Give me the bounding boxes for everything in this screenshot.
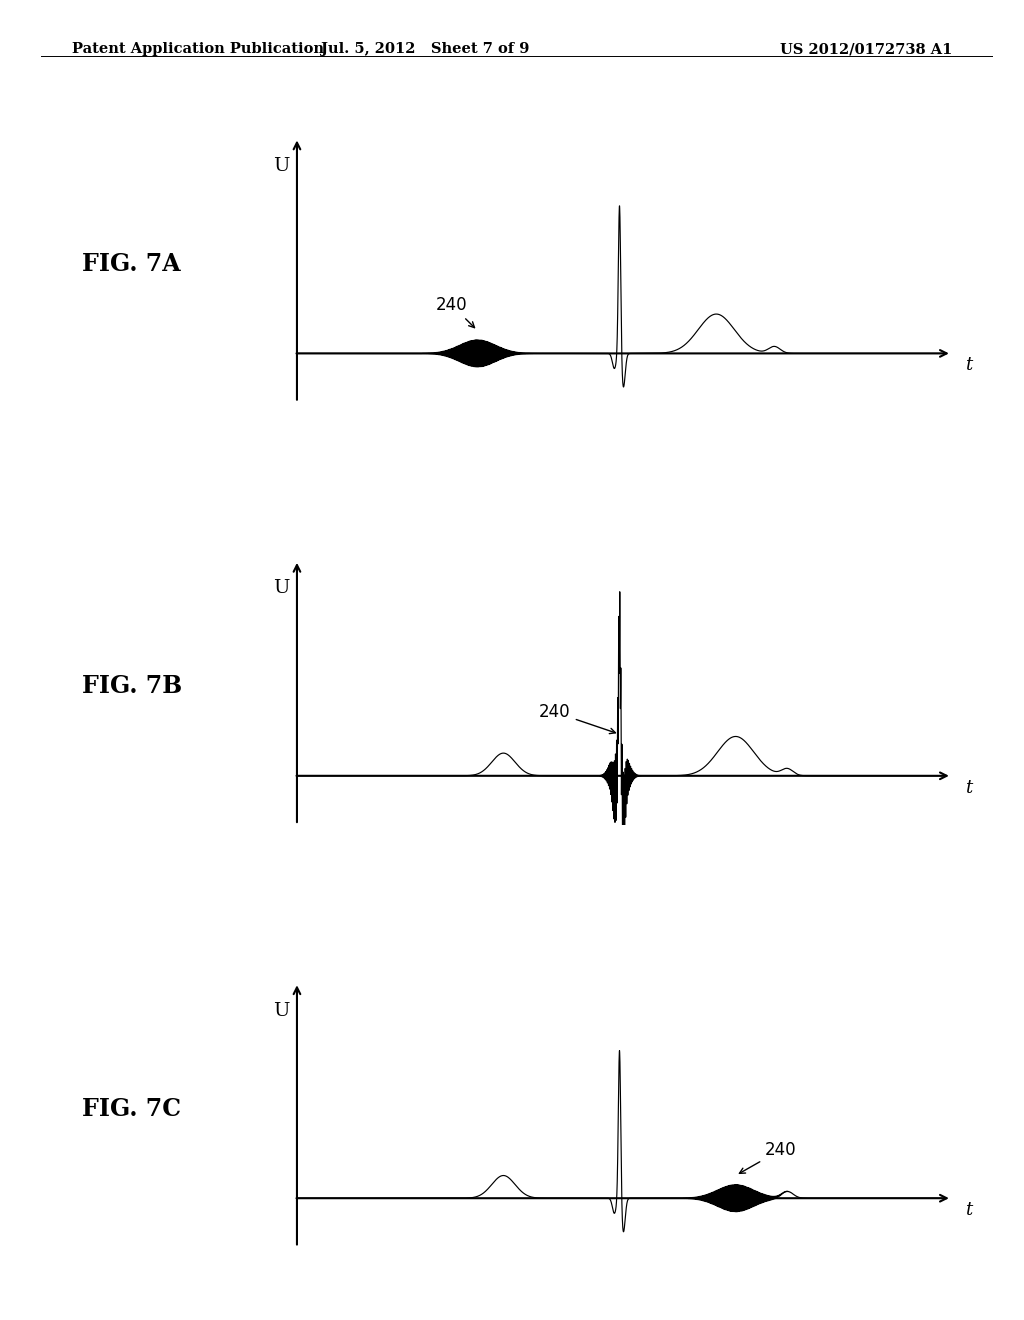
Text: t: t	[965, 1201, 972, 1220]
Text: 240: 240	[540, 704, 615, 734]
Text: Patent Application Publication: Patent Application Publication	[72, 42, 324, 57]
Text: 240: 240	[739, 1140, 797, 1173]
Text: t: t	[965, 356, 972, 375]
Text: 240: 240	[436, 296, 474, 327]
Text: FIG. 7C: FIG. 7C	[82, 1097, 181, 1121]
Text: US 2012/0172738 A1: US 2012/0172738 A1	[780, 42, 952, 57]
Text: FIG. 7B: FIG. 7B	[82, 675, 182, 698]
Text: U: U	[272, 1002, 289, 1019]
Text: U: U	[272, 157, 289, 174]
Text: t: t	[965, 779, 972, 797]
Text: FIG. 7A: FIG. 7A	[82, 252, 180, 276]
Text: U: U	[272, 579, 289, 597]
Text: Jul. 5, 2012   Sheet 7 of 9: Jul. 5, 2012 Sheet 7 of 9	[321, 42, 529, 57]
